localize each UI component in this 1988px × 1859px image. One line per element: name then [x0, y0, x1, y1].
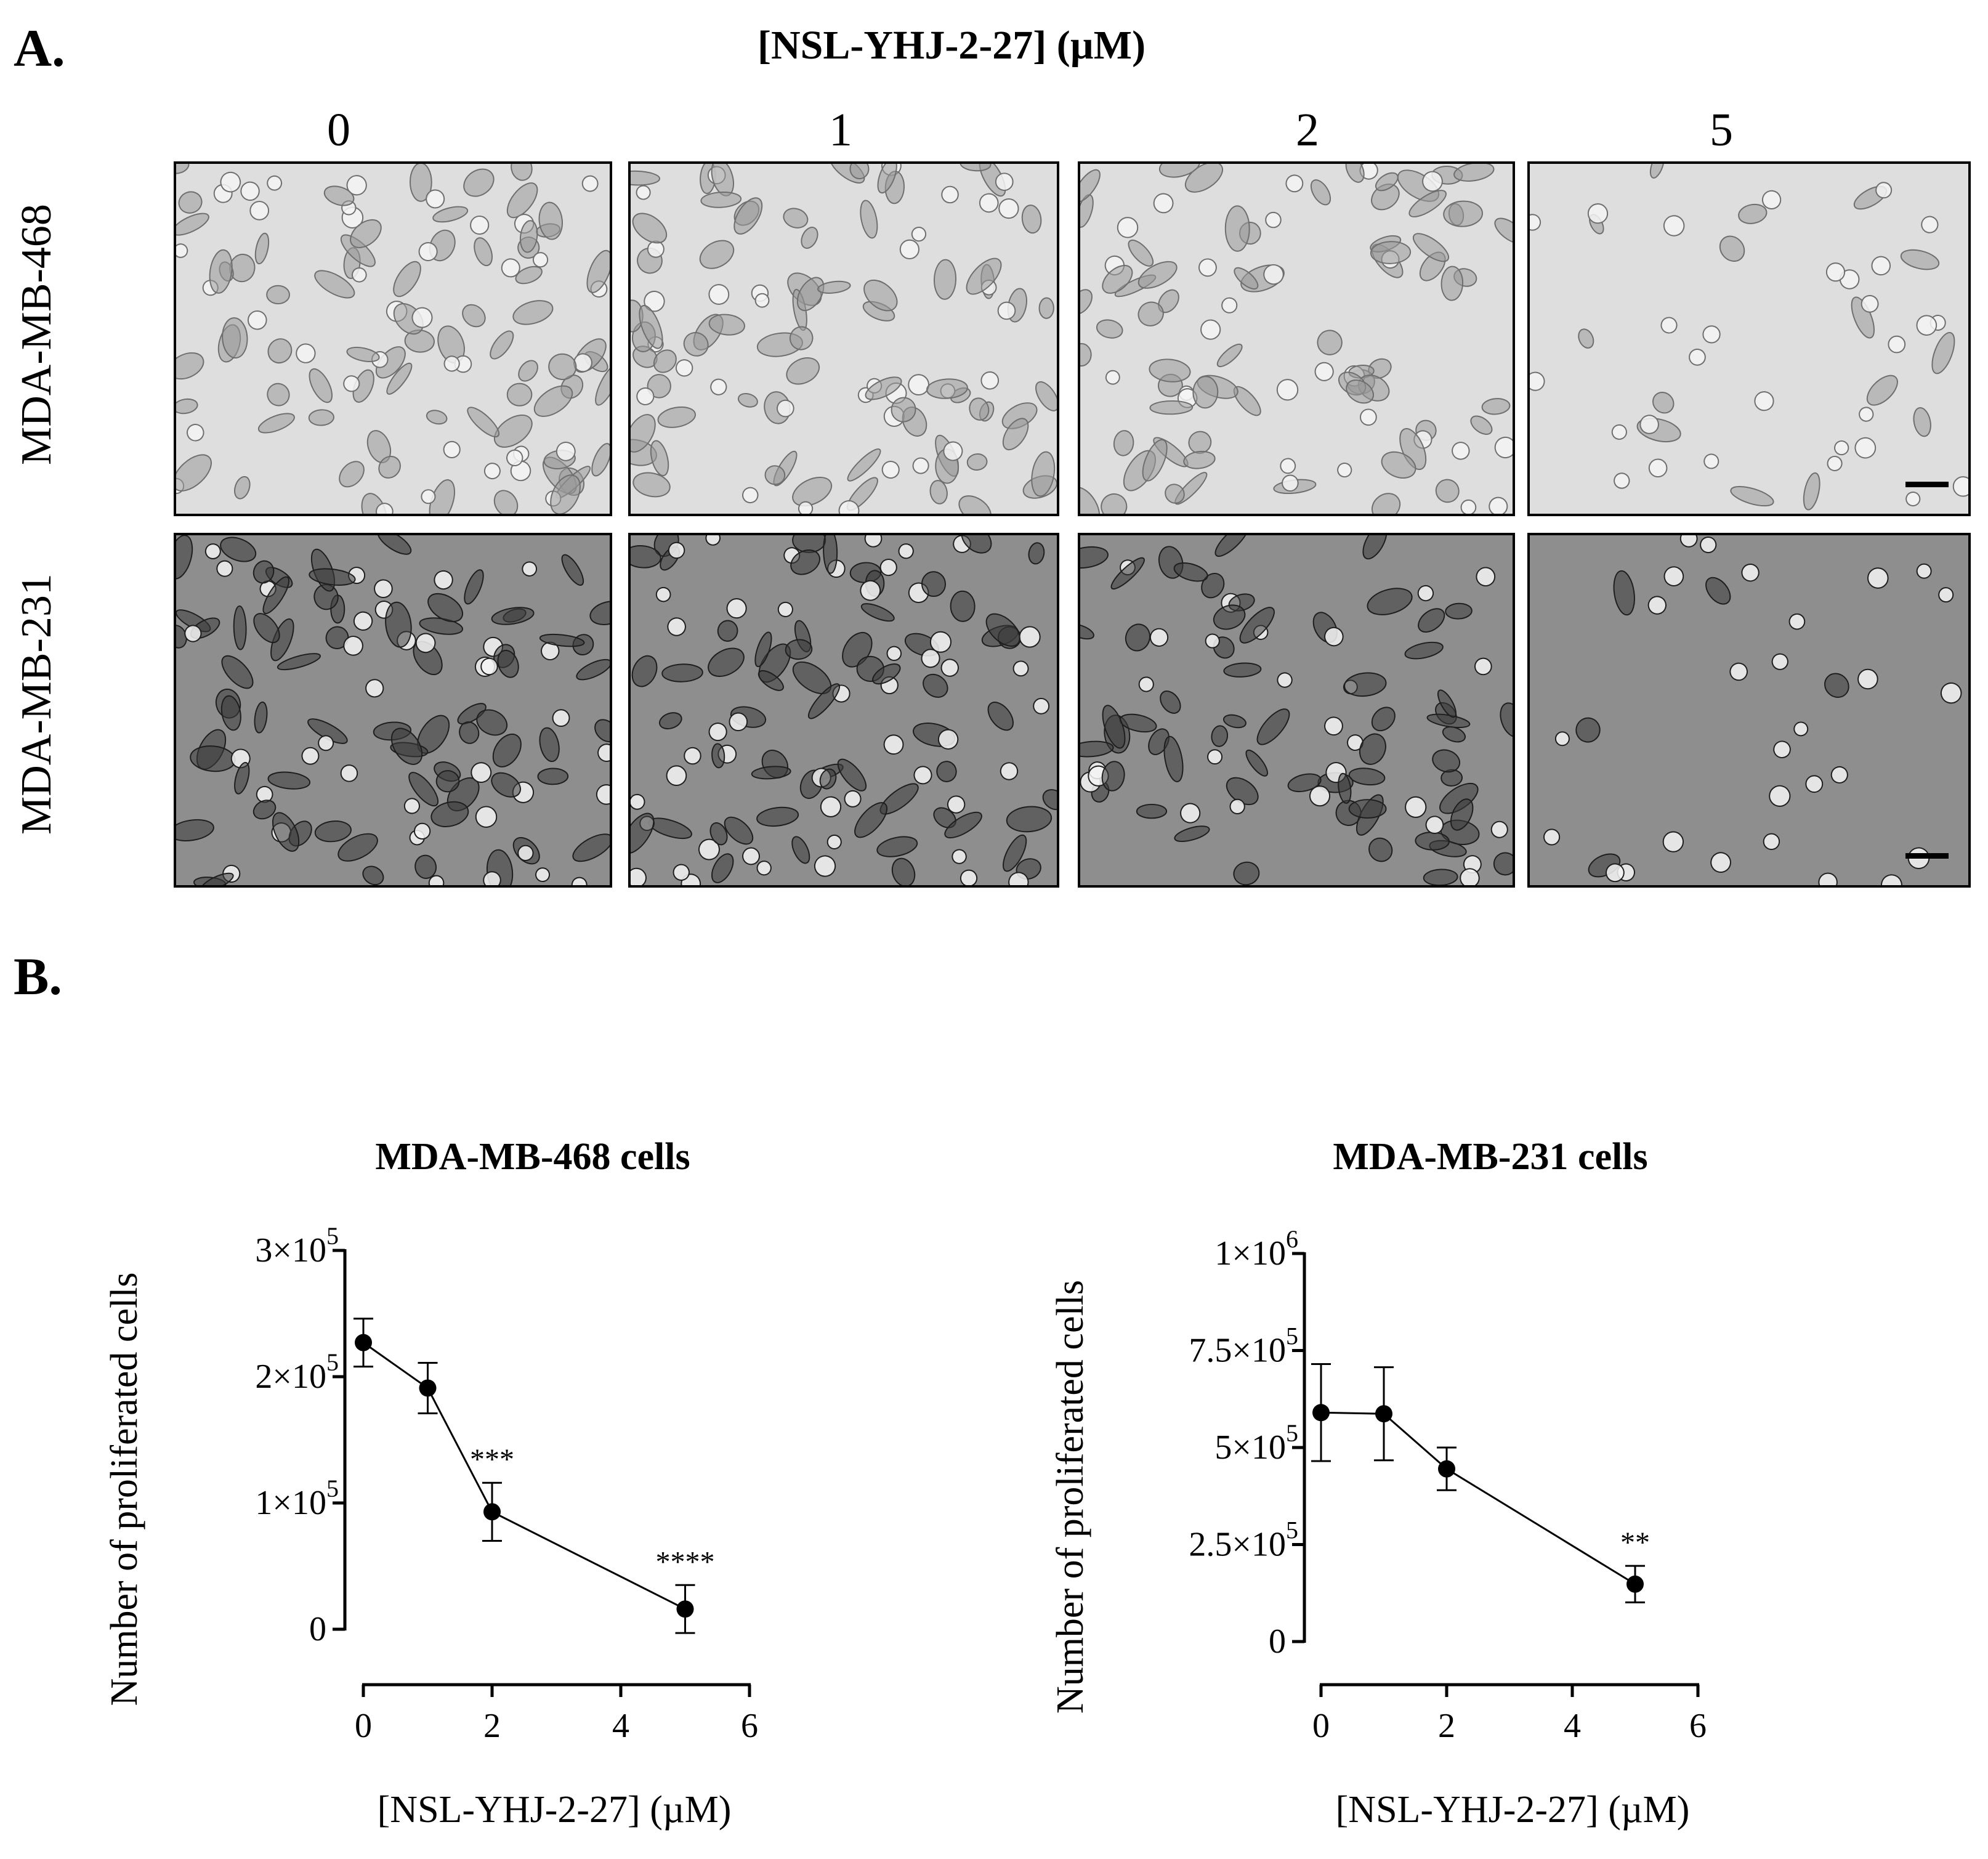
- scale-bar: [1905, 482, 1949, 487]
- micrograph-mda-mb-468-5uM: [1527, 161, 1971, 516]
- concentration-label-5: 5: [1710, 104, 1733, 156]
- c468-y-axis-label: Number of proliferated cells: [103, 1272, 145, 1706]
- micrograph-mda-mb-468-2uM: [1078, 161, 1515, 516]
- c468-x-tick-label: 6: [741, 1707, 758, 1745]
- concentration-heading: [NSL-YHJ-2-27] (µM): [758, 23, 1146, 68]
- c468-data-point: [355, 1334, 372, 1351]
- c468-y-tick-label: 3×105: [255, 1222, 339, 1270]
- c468-data-point: [483, 1503, 501, 1521]
- concentration-label-2: 2: [1296, 104, 1319, 156]
- c468-x-tick-label: 4: [612, 1707, 629, 1745]
- scale-bar: [1905, 853, 1949, 859]
- panel-b-label: B.: [14, 947, 62, 1006]
- micrograph-mda-mb-468-1uM: [628, 161, 1059, 516]
- c468-data-point: [676, 1600, 694, 1618]
- c468-y-tick-label: 2×105: [255, 1348, 339, 1396]
- micrograph-mda-mb-468-0uM: [174, 161, 612, 516]
- c468-y-tick-label: 0: [309, 1610, 326, 1648]
- c468-series-line: [363, 1342, 686, 1610]
- c468-significance-label: ****: [656, 1545, 715, 1578]
- panel-a-label: A.: [14, 18, 65, 78]
- micrograph-mda-mb-231-2uM: [1078, 533, 1515, 888]
- micrograph-mda-mb-231-0uM: [174, 533, 612, 888]
- c468-x-tick-label: 0: [355, 1707, 372, 1745]
- c468-significance-label: ***: [470, 1443, 514, 1476]
- c468-x-tick-label: 2: [483, 1707, 501, 1745]
- c468-data-point: [419, 1379, 437, 1397]
- c468-x-axis-label: [NSL-YHJ-2-27] (µM): [378, 1789, 732, 1831]
- c468-y-tick-label: 1×105: [255, 1475, 339, 1522]
- concentration-label-0: 0: [327, 104, 350, 156]
- micrograph-mda-mb-231-5uM: [1527, 533, 1971, 888]
- c468-title: MDA-MB-468 cells: [375, 1136, 690, 1178]
- micrograph-mda-mb-231-1uM: [628, 533, 1059, 888]
- concentration-label-1: 1: [829, 104, 852, 156]
